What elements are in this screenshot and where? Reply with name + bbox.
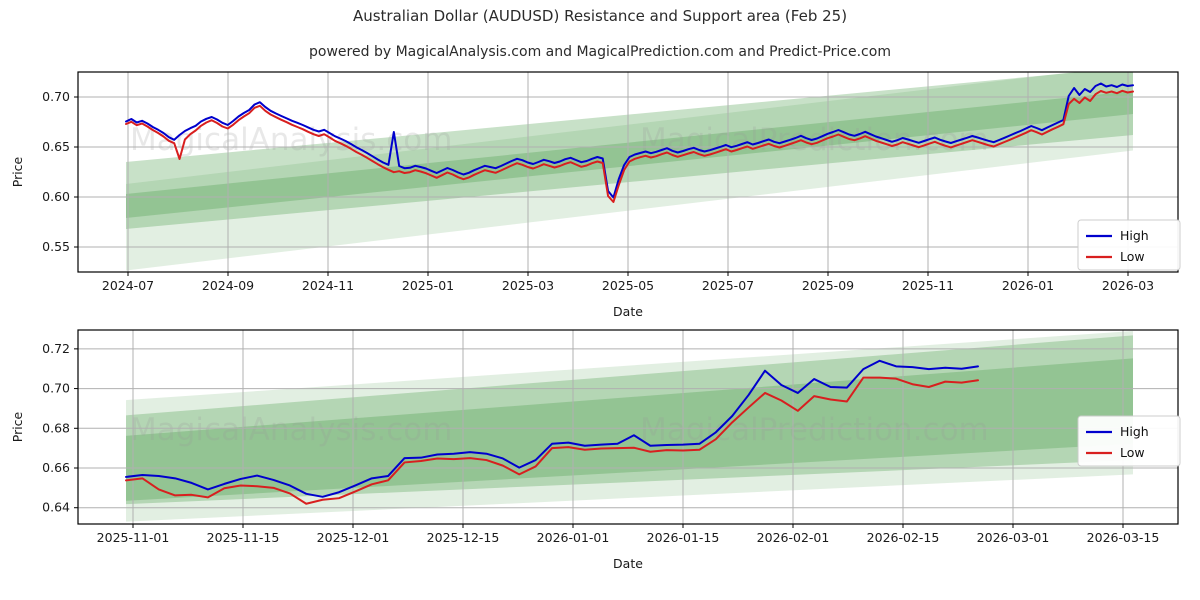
legend-item-low[interactable]: Low	[1086, 445, 1145, 460]
band-outer-lower	[126, 72, 1133, 271]
x-tick-label: 2026-03-15	[1087, 530, 1160, 545]
y-tick-label: 0.68	[42, 420, 70, 435]
x-tick-label: 2026-01-15	[647, 530, 720, 545]
legend-label: Low	[1120, 249, 1145, 264]
x-axis-label: Date	[613, 304, 643, 319]
x-tick-label: 2024-07	[102, 278, 154, 293]
y-tick-label: 0.64	[42, 500, 70, 515]
y-tick-label: 0.60	[42, 189, 70, 204]
x-tick-label: 2024-09	[202, 278, 254, 293]
x-tick-label: 2026-01	[1002, 278, 1054, 293]
y-tick-label: 0.70	[42, 381, 70, 396]
x-tick-label: 2025-11-15	[207, 530, 280, 545]
legend[interactable]: High Low	[1077, 219, 1181, 271]
y-axis-label: Price	[10, 411, 25, 442]
y-tick-label: 0.65	[42, 139, 70, 154]
x-tick-label: 2025-05	[602, 278, 654, 293]
watermark-1: MagicalAnalysis.com	[130, 412, 452, 448]
chart-panel-overview: MagicalAnalysis.com MagicalPrediction.com…	[10, 71, 1181, 319]
x-tick-label: 2026-02-15	[867, 530, 940, 545]
series-line-low	[125, 89, 1134, 203]
legend-item-high[interactable]: High	[1086, 228, 1149, 243]
x-tick-label: 2026-03	[1102, 278, 1154, 293]
x-tick-label: 2025-01	[402, 278, 454, 293]
x-tick-label: 2025-09	[802, 278, 854, 293]
x-tick-label: 2026-02-01	[757, 530, 830, 545]
x-tick-label: 2025-11-01	[97, 530, 170, 545]
plot-background	[78, 330, 1178, 524]
charts-area: MagicalAnalysis.com MagicalPrediction.com…	[10, 71, 1181, 571]
x-tick-label: 2025-07	[702, 278, 754, 293]
x-tick-label: 2025-03	[502, 278, 554, 293]
x-tick-label: 2025-11	[902, 278, 954, 293]
y-tick-label: 0.55	[42, 239, 70, 254]
series-line-high	[125, 359, 979, 498]
legend-label: Low	[1120, 445, 1145, 460]
x-tick-label: 2024-11	[302, 278, 354, 293]
chart-panel-zoom: MagicalAnalysis.com MagicalPrediction.com…	[10, 329, 1181, 571]
y-axis-label: Price	[10, 156, 25, 187]
legend[interactable]: High Low	[1077, 415, 1181, 467]
watermark-2: MagicalPrediction.com	[640, 412, 989, 448]
x-tick-label: 2026-01-01	[537, 530, 610, 545]
band-inner	[126, 91, 1133, 218]
page-subtitle: powered by MagicalAnalysis.com and Magic…	[309, 44, 891, 60]
x-tick-label: 2026-03-01	[977, 530, 1050, 545]
x-axis-label: Date	[613, 556, 643, 571]
y-tick-label: 0.72	[42, 341, 70, 356]
band-inner	[126, 358, 1133, 501]
plot-frame	[77, 71, 1179, 273]
x-tick-label: 2025-12-15	[427, 530, 500, 545]
legend-label: High	[1120, 228, 1149, 243]
page-title: Australian Dollar (AUDUSD) Resistance an…	[352, 7, 848, 25]
y-tick-label: 0.70	[42, 89, 70, 104]
y-tick-label: 0.66	[42, 460, 70, 475]
legend-label: High	[1120, 424, 1149, 439]
series-line-high	[125, 82, 1134, 199]
band-group	[126, 72, 1133, 271]
legend-item-high[interactable]: High	[1086, 424, 1149, 439]
series-line-low	[125, 376, 979, 505]
legend-item-low[interactable]: Low	[1086, 249, 1145, 264]
x-tick-label: 2025-12-01	[317, 530, 390, 545]
band-mid	[126, 72, 1133, 229]
